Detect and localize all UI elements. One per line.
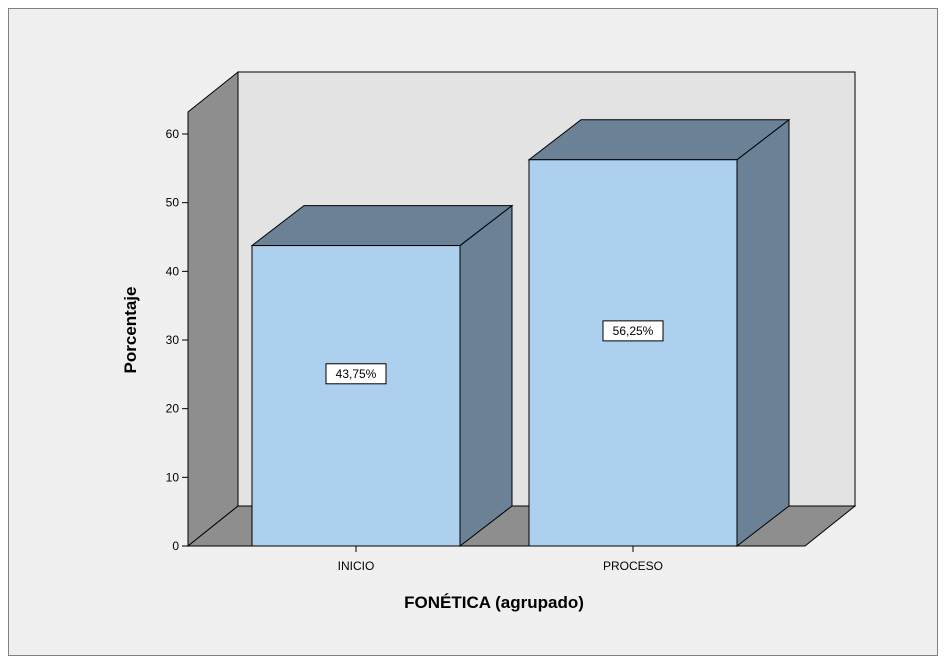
bar-inicio: 43,75% [250,204,514,548]
data-label: 56,25% [613,324,654,338]
y-axis-title: Porcentaje [121,287,140,374]
x-axis-title: FONÉTICA (agrupado) [404,593,584,612]
data-label: 43,75% [336,367,377,381]
x-tick-label: PROCESO [603,559,663,573]
bar-proceso: 56,25% [527,118,791,548]
x-tick-label: INICIO [338,559,375,573]
y-tick-label: 0 [172,539,179,553]
bar-front-face [528,159,738,547]
y-tick-label: 10 [166,470,180,484]
y-tick-label: 40 [166,264,180,278]
bar-side-face [736,118,790,548]
data-label-box [602,320,664,342]
y-tick-label: 20 [166,402,180,416]
y-tick-label: 60 [166,127,180,141]
y-axis: 0 10 20 30 40 50 60 [166,112,189,553]
bars: 43,75% 56,25% [250,118,791,548]
y-tick-label: 50 [166,196,180,210]
left-side-wall [187,70,239,548]
data-label-box [325,363,387,385]
bar-side-face [459,204,513,548]
y-tick-label: 30 [166,333,180,347]
bar-front-face [251,245,461,547]
x-axis-ticks: INICIO PROCESO [188,545,805,573]
